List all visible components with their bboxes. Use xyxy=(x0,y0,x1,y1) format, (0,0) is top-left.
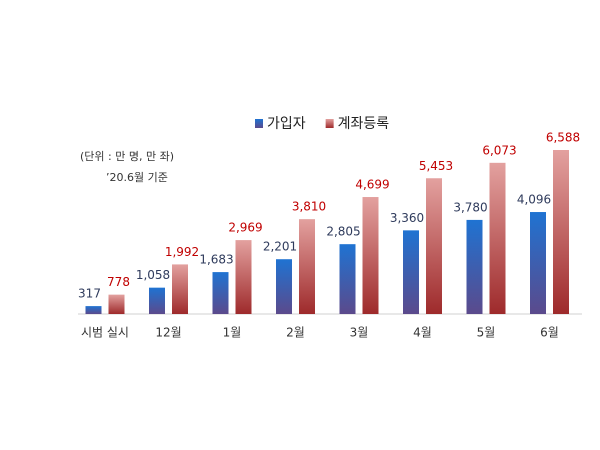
x-tick-label: 4월 xyxy=(413,326,432,340)
value-label: 4,096 xyxy=(517,193,551,207)
value-label: 3,360 xyxy=(390,211,424,225)
x-tick-label: 2월 xyxy=(286,326,305,340)
date-note: ’20.6월 기준 xyxy=(106,171,168,184)
value-label: 3,780 xyxy=(453,200,487,214)
bar xyxy=(149,287,165,314)
value-label: 2,201 xyxy=(263,240,297,254)
x-tick-label: 1월 xyxy=(223,326,242,340)
bar xyxy=(299,219,315,314)
bar xyxy=(108,294,125,314)
bar xyxy=(553,150,569,314)
bar xyxy=(339,244,356,314)
value-label: 1,683 xyxy=(199,253,233,267)
value-label: 1,058 xyxy=(136,268,170,282)
bar xyxy=(426,178,442,314)
value-label: 1,992 xyxy=(165,245,199,259)
x-tick-label: 6월 xyxy=(540,326,559,340)
legend-label: 계좌등록 xyxy=(338,116,390,132)
value-label: 3,810 xyxy=(292,200,326,214)
value-label: 2,805 xyxy=(326,225,360,239)
bar xyxy=(235,240,252,314)
bar xyxy=(530,212,546,314)
bar xyxy=(85,306,102,314)
value-label: 6,588 xyxy=(546,131,580,145)
x-tick-label: 시범 실시 xyxy=(81,326,129,340)
bar xyxy=(466,219,483,314)
x-tick-label: 12월 xyxy=(155,326,181,340)
bar xyxy=(172,264,188,314)
legend-swatch xyxy=(255,119,263,128)
value-label: 317 xyxy=(78,287,101,301)
bar xyxy=(212,272,229,314)
value-label: 4,699 xyxy=(355,178,389,192)
bar xyxy=(489,162,506,314)
value-label: 778 xyxy=(107,275,130,289)
bar xyxy=(362,197,379,314)
value-label: 6,073 xyxy=(482,143,516,157)
unit-note: (단위 : 만 명, 만 좌) xyxy=(80,150,174,163)
bar xyxy=(403,230,419,314)
bar xyxy=(276,259,292,314)
value-label: 5,453 xyxy=(419,159,453,173)
legend-swatch xyxy=(325,119,334,128)
legend-label: 가입자 xyxy=(267,116,306,132)
value-label: 2,969 xyxy=(228,221,262,235)
x-tick-label: 5월 xyxy=(477,326,496,340)
x-tick-label: 3월 xyxy=(350,326,369,340)
